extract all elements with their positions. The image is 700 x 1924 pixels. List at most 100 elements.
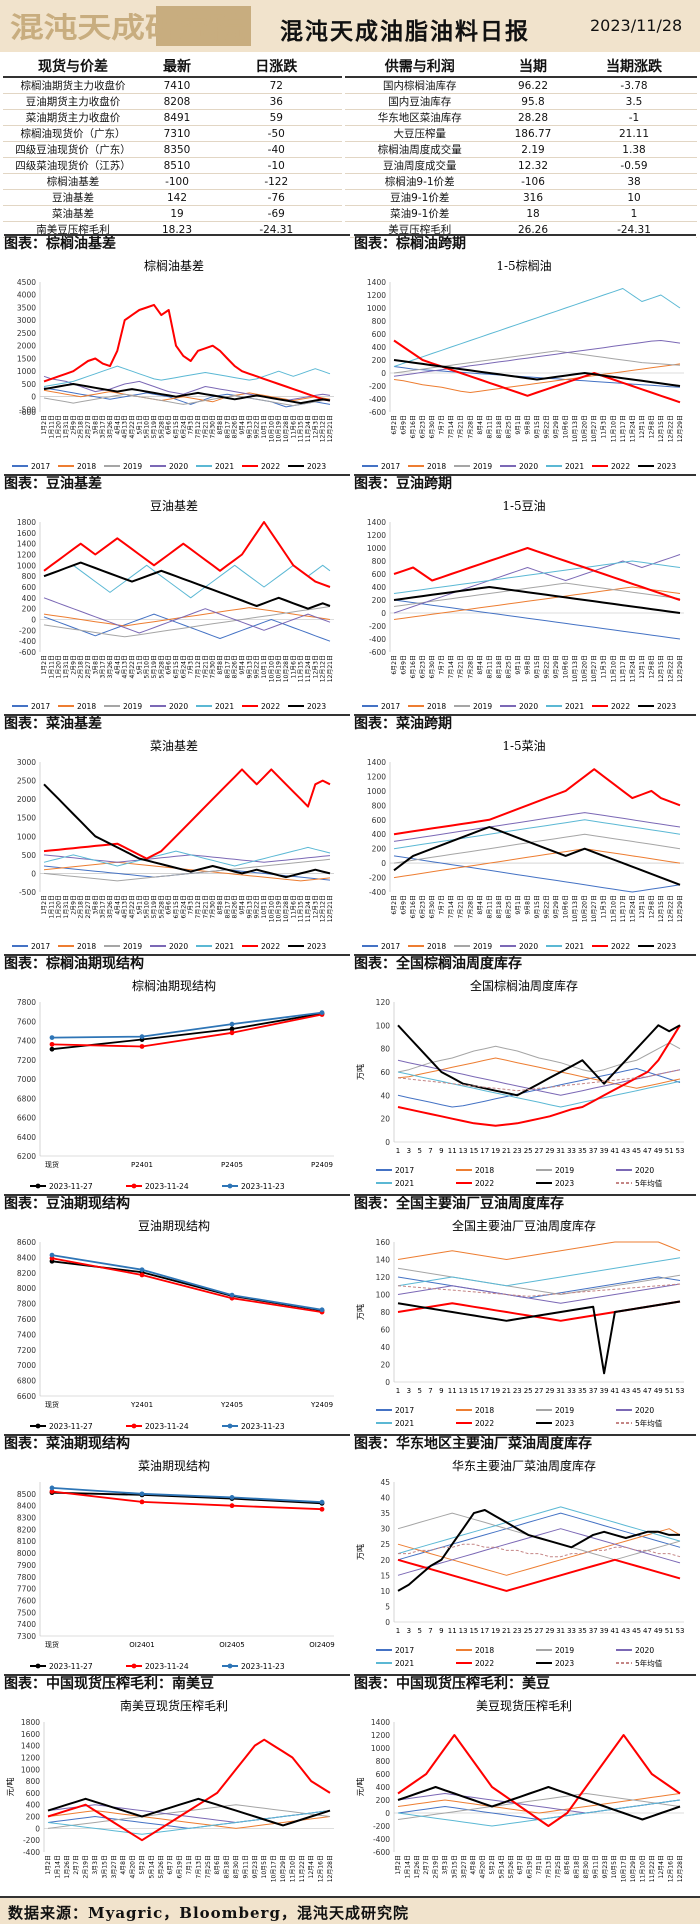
x-tick-label: 5: [417, 1387, 421, 1395]
chart-svg: 1-5棕榈油 1400 1200 1000 800 600 400 200 0 -200 -400 -…: [362, 258, 684, 471]
x-tick-label: 10月10日: [268, 415, 275, 442]
x-tick-label: 25: [524, 1387, 533, 1395]
y-tick-label: 25: [380, 1540, 390, 1549]
x-tick-label: 13: [459, 1627, 468, 1635]
x-tick-label: 10月13日: [572, 415, 579, 442]
x-tick-label: 11月24日: [305, 895, 312, 922]
chart-palm-basis: 棕榈油基差 4500 4000 3500 3000 2500 2000 1500 1000 500…: [4, 256, 344, 472]
metric-label: 国内棕榈油库存: [341, 77, 495, 94]
metric-value: 95.8: [495, 93, 571, 110]
series-point-2023-11-23: [49, 1252, 55, 1258]
x-tick-label: 3: [407, 1627, 411, 1635]
y-tick-label: 200: [372, 596, 387, 605]
x-tick-label: 12月16日: [668, 1855, 675, 1882]
x-tick-label: 7月21日: [202, 895, 209, 918]
x-tick-label: 9月8日: [524, 895, 531, 915]
x-tick-label: 9月11日: [592, 1855, 599, 1878]
x-tick-label: 5月10日: [144, 415, 151, 438]
x-tick-label: 1月31日: [63, 655, 70, 678]
series-line-2021: [43, 564, 331, 599]
metric-change: 36: [211, 93, 343, 110]
x-tick-label: 5月19日: [151, 655, 158, 678]
series-line-2017: [397, 1799, 681, 1820]
x-tick-label: 9月22日: [544, 895, 551, 918]
x-tick-label: 45: [632, 1387, 641, 1395]
legend-label: 2020: [169, 942, 188, 951]
x-tick-label: 9: [439, 1627, 443, 1635]
series-point-2023-11-23: [229, 1021, 235, 1027]
series-line-2023: [43, 561, 331, 610]
x-tick-label: 10月13日: [572, 655, 579, 682]
metric-change: 59: [211, 109, 343, 126]
metric-change: 3.5: [571, 93, 697, 110]
x-tick-label: 8月18日: [574, 1855, 581, 1878]
x-tick-label: 11月22日: [299, 1855, 306, 1882]
x-tick-label: 7月12日: [195, 655, 202, 678]
x-tick-label: 7月21日: [458, 415, 465, 438]
y-tick-label: 60: [380, 1326, 390, 1335]
metric-label: 华东地区菜油库存: [341, 109, 495, 126]
legend-label: 2023-11-23: [241, 1422, 285, 1431]
series-point-2023-11-23: [229, 1292, 235, 1298]
x-tick-label: 15: [469, 1627, 478, 1635]
x-tick-label: 9月15日: [534, 895, 541, 918]
y-axis-label: 元/吨: [355, 1778, 365, 1797]
chart-title: 南美豆现货压榨毛利: [120, 1698, 228, 1713]
data-source: 数据来源：Myagric，Bloomberg，混沌天成研究院: [8, 1904, 409, 1922]
x-tick-label: 4月4日: [114, 655, 121, 675]
x-tick-label: 10月28日: [283, 415, 290, 442]
column-header: 日涨跌: [211, 56, 343, 78]
x-tick-label: 37: [589, 1147, 598, 1155]
x-tick-label: 53: [676, 1147, 685, 1155]
chart-svg: 1-5豆油 1400 1200 1000 800 600 400 200 0 -200 -400 -6…: [362, 499, 684, 711]
metric-value: 8510: [143, 157, 211, 174]
series-line-2020: [393, 554, 681, 614]
x-tick-label: 8月25日: [505, 895, 512, 918]
y-tick-label: 600: [22, 583, 37, 592]
series-line-2022: [397, 1558, 681, 1592]
x-tick-label: 8月4日: [477, 415, 484, 435]
x-tick-label: 5: [417, 1147, 421, 1155]
series-line-2021: [397, 1071, 681, 1108]
series-point-2023-11-23: [139, 1034, 145, 1040]
x-tick-label: 11月15日: [298, 415, 305, 442]
y-tick-label: 1000: [17, 832, 36, 841]
metric-change: 1: [571, 205, 697, 222]
x-tick-label: 11月10日: [610, 895, 617, 922]
metric-value: 8208: [143, 93, 211, 110]
x-tick-label: 8月6日: [564, 1855, 571, 1875]
x-tick-label: 9月13日: [246, 415, 253, 438]
x-tick-label: 3: [407, 1147, 411, 1155]
y-tick-label: 0: [381, 369, 386, 378]
series-line-2021: [393, 288, 681, 367]
y-tick-label: 200: [376, 1796, 391, 1805]
y-tick-label: 600: [372, 816, 387, 825]
x-tick-label: 12月15日: [658, 655, 665, 682]
y-tick-label: 40: [380, 1343, 390, 1352]
x-tick-label: 7月3日: [188, 655, 195, 675]
x-tick-label: 31: [556, 1387, 565, 1395]
series-line-2023: [397, 1024, 681, 1097]
x-tick-label: 1月2日: [41, 415, 48, 435]
legend-label: 2021: [215, 702, 234, 711]
legend-label: 2023-11-23: [241, 1662, 285, 1671]
chart-soy-curve: 豆油期现结构 8600 8400 8200 8000 7800 7600 7400 7200 70…: [4, 1216, 344, 1432]
legend-label: 2023: [555, 1419, 574, 1428]
y-tick-label: 0: [31, 393, 36, 402]
y-tick-label: 3000: [17, 316, 36, 325]
series-point-2023-11-27: [49, 1046, 55, 1052]
x-tick-label: 1月2日: [41, 895, 48, 915]
series-line-2018: [397, 1057, 681, 1089]
x-tick-label: 49: [654, 1627, 663, 1635]
series-line-2020: [397, 1283, 681, 1304]
y-tick-label: 400: [376, 1783, 391, 1792]
section-title: 图表：棕榈油基差: [4, 234, 350, 254]
metric-label: 豆油9-1价差: [341, 189, 495, 206]
x-tick-label: 41: [610, 1627, 619, 1635]
x-tick-label: 45: [632, 1627, 641, 1635]
legend-label: 2019: [123, 702, 142, 711]
y-tick-label: 7800: [17, 1300, 36, 1309]
y-tick-label: -400: [373, 1835, 390, 1844]
y-tick-label: 1400: [17, 540, 36, 549]
